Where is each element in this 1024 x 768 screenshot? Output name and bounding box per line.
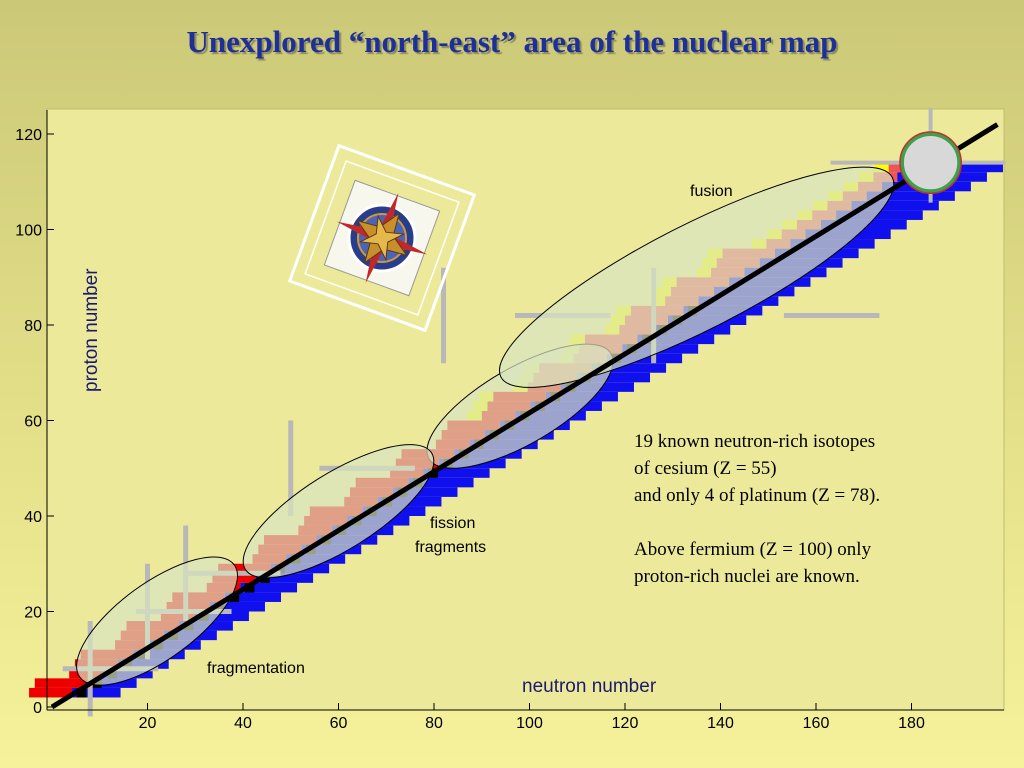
label-fusion: fusion xyxy=(690,183,733,200)
neutron-rich-band xyxy=(591,363,667,373)
page-title: Unexplored “north-east” area of the nucl… xyxy=(186,24,838,59)
x-tick-label: 20 xyxy=(139,715,157,732)
superheavy-island xyxy=(830,107,1006,203)
y-tick-label: 80 xyxy=(24,318,42,335)
x-tick-label: 120 xyxy=(612,715,639,732)
x-tick-label: 40 xyxy=(234,715,252,732)
neutron-rich-band xyxy=(851,200,939,211)
neutron-rich-band xyxy=(423,468,490,478)
y-tick-label: 100 xyxy=(15,223,42,240)
neutron-rich-band xyxy=(576,372,651,383)
neutron-rich-band xyxy=(255,573,314,583)
note-line: of cesium (Z = 55) xyxy=(634,458,777,479)
y-tick-label: 0 xyxy=(33,700,42,717)
compass-rose-icon xyxy=(287,143,477,333)
neutron-rich-band xyxy=(224,592,282,602)
neutron-rich-band xyxy=(866,191,955,201)
x-tick-label: 180 xyxy=(898,715,925,732)
note-line: Above fermium (Z = 100) only xyxy=(634,539,872,560)
superheavy-island-circle xyxy=(899,132,962,194)
x-tick-label: 140 xyxy=(707,715,734,732)
region-ellipse xyxy=(76,556,239,686)
y-axis-label: proton number xyxy=(81,268,102,392)
stability-line xyxy=(50,122,999,710)
label-fission-line1: fission xyxy=(430,515,475,532)
neutron-rich-band xyxy=(240,582,298,593)
x-tick-label: 160 xyxy=(803,715,830,732)
proton-rich-band xyxy=(29,687,73,698)
label-fission-line2: fragments xyxy=(415,539,486,556)
proton-rich-band xyxy=(34,678,88,688)
alpha-emitter-band xyxy=(874,162,889,173)
label-fragmentation: fragmentation xyxy=(207,660,305,677)
neutron-rich-band xyxy=(836,210,923,220)
x-tick-label: 80 xyxy=(425,715,443,732)
stable-nuclei xyxy=(76,687,87,698)
note-line: and only 4 of platinum (Z = 78). xyxy=(634,485,881,506)
reaction-regions xyxy=(76,166,895,686)
region-ellipse xyxy=(498,166,895,388)
neutron-rich-band xyxy=(194,611,249,622)
x-axis-label: neutron number xyxy=(522,676,657,697)
note-line: 19 known neutron-rich isotopes xyxy=(634,431,876,452)
region-ellipse xyxy=(242,444,435,579)
y-tick-label: 20 xyxy=(24,605,42,622)
y-tick-label: 120 xyxy=(15,127,42,144)
neutron-rich-band xyxy=(72,687,121,698)
y-tick-label: 40 xyxy=(24,509,42,526)
note-line: proton-rich nuclei are known. xyxy=(634,566,860,587)
x-tick-label: 100 xyxy=(516,715,543,732)
axes: 0 20 40 60 80 100 120 20 40 60 80 100 120 140 160 180 xyxy=(15,110,1004,732)
neutron-rich-band xyxy=(209,601,265,612)
neutron-rich-band xyxy=(408,477,474,488)
neutron-rich-band xyxy=(392,487,458,497)
y-tick-label: 60 xyxy=(24,414,42,431)
superheavy-island-outline xyxy=(899,131,962,195)
annotation-text: 19 known neutron-rich isotopes of cesium… xyxy=(634,428,994,590)
x-tick-label: 60 xyxy=(330,715,348,732)
